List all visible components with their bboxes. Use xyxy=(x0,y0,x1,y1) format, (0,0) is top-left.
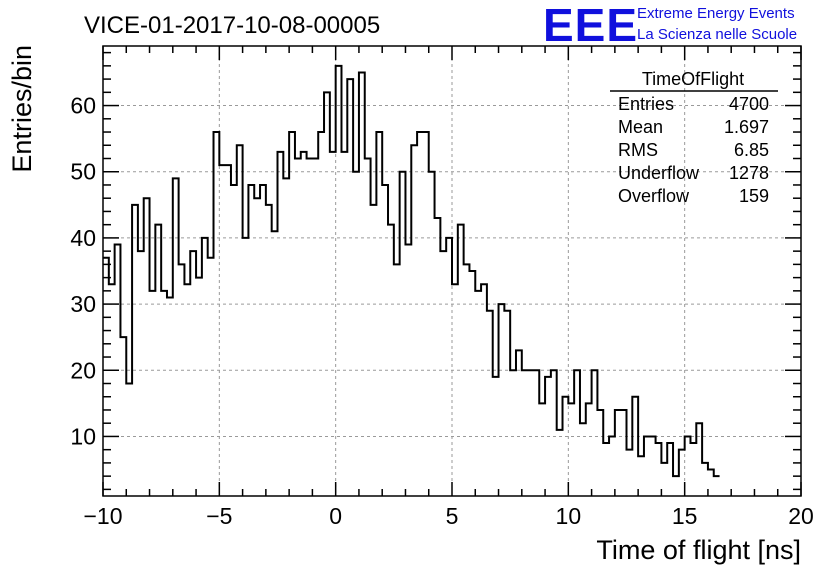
x-tick-label: 0 xyxy=(329,503,342,529)
y-tick-label: 20 xyxy=(70,357,96,383)
chart-title: VICE-01-2017-10-08-00005 xyxy=(84,12,380,39)
eee-logo: EEE Extreme Energy Events La Scienza nel… xyxy=(543,0,797,51)
histogram-series xyxy=(103,64,720,478)
stats-mean-label: Mean xyxy=(618,117,663,137)
x-tick-label: 10 xyxy=(556,503,582,529)
stats-underflow-value: 1278 xyxy=(729,163,769,183)
y-tick-label: 30 xyxy=(70,291,96,317)
y-tick-label: 10 xyxy=(70,423,96,449)
stats-overflow-value: 159 xyxy=(739,186,769,206)
stats-overflow-label: Overflow xyxy=(618,186,690,206)
y-axis-title: Entries/bin xyxy=(7,45,37,173)
stats-box: TimeOfFlight Entries 4700 Mean 1.697 RMS… xyxy=(610,69,778,206)
stats-entries-label: Entries xyxy=(618,94,674,114)
x-tick-label: 20 xyxy=(788,503,814,529)
logo-line-2: La Scienza nelle Scuole xyxy=(637,26,797,43)
x-axis-title: Time of flight [ns] xyxy=(596,535,801,565)
tick-label-layer: −10 −5 0 5 10 15 20 10 20 30 40 50 60 xyxy=(70,93,813,529)
stats-rms-value: 6.85 xyxy=(734,140,769,160)
stats-rms-label: RMS xyxy=(618,140,658,160)
x-tick-label: 15 xyxy=(672,503,698,529)
x-tick-label: 5 xyxy=(446,503,459,529)
x-tick-label: −5 xyxy=(206,503,232,529)
stats-mean-value: 1.697 xyxy=(724,117,769,137)
y-tick-label: 60 xyxy=(70,93,96,119)
stats-underflow-label: Underflow xyxy=(618,163,700,183)
logo-line-1: Extreme Energy Events xyxy=(637,5,795,22)
y-tick-label: 50 xyxy=(70,159,96,185)
eee-logo-mark: EEE xyxy=(543,0,638,51)
tick-layer xyxy=(102,46,802,496)
stats-title: TimeOfFlight xyxy=(642,69,744,89)
stats-entries-value: 4700 xyxy=(729,94,769,114)
y-tick-label: 40 xyxy=(70,225,96,251)
x-tick-label: −10 xyxy=(83,503,122,529)
